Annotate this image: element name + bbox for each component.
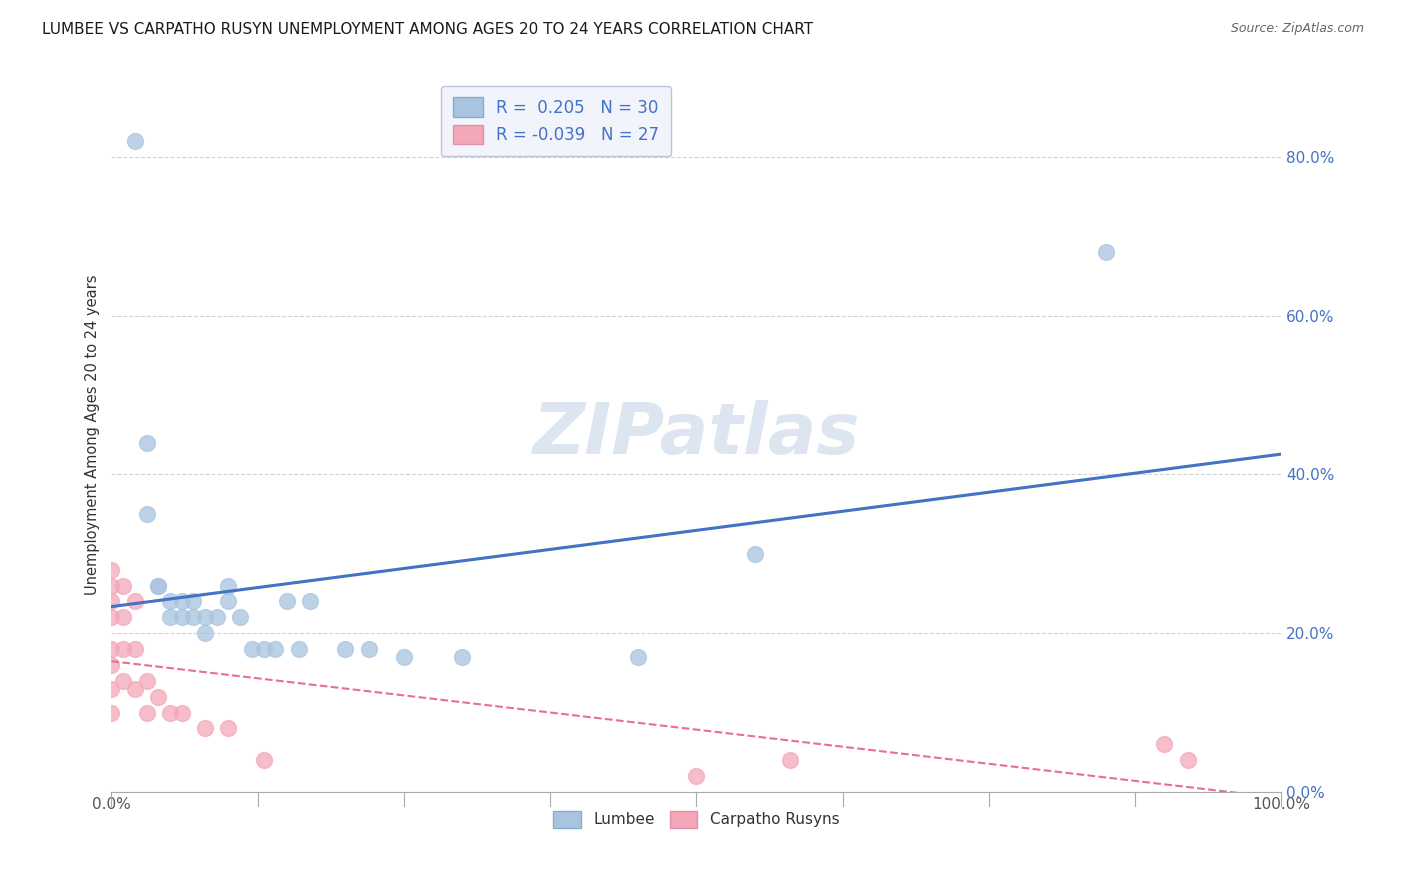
Point <box>124 642 146 657</box>
Point <box>100 657 122 672</box>
Point <box>181 594 204 608</box>
Point <box>264 642 287 657</box>
Point <box>124 681 146 696</box>
Point <box>170 610 193 624</box>
Point <box>205 610 228 624</box>
Point <box>159 706 181 720</box>
Legend: Lumbee, Carpatho Rusyns: Lumbee, Carpatho Rusyns <box>547 805 845 834</box>
Point <box>276 594 298 608</box>
Point <box>685 769 707 783</box>
Point <box>124 594 146 608</box>
Point <box>217 594 239 608</box>
Point <box>112 610 135 624</box>
Point <box>299 594 322 608</box>
Point <box>335 642 357 657</box>
Point <box>112 673 135 688</box>
Point <box>124 134 146 148</box>
Point <box>170 594 193 608</box>
Point <box>1153 737 1175 751</box>
Point <box>148 690 170 704</box>
Point <box>627 650 650 665</box>
Point <box>100 610 122 624</box>
Point <box>148 578 170 592</box>
Point <box>170 706 193 720</box>
Point <box>287 642 309 657</box>
Text: LUMBEE VS CARPATHO RUSYN UNEMPLOYMENT AMONG AGES 20 TO 24 YEARS CORRELATION CHAR: LUMBEE VS CARPATHO RUSYN UNEMPLOYMENT AM… <box>42 22 813 37</box>
Point <box>779 753 801 767</box>
Point <box>148 578 170 592</box>
Point <box>194 722 217 736</box>
Y-axis label: Unemployment Among Ages 20 to 24 years: Unemployment Among Ages 20 to 24 years <box>86 275 100 595</box>
Point <box>744 547 766 561</box>
Point <box>135 673 157 688</box>
Point <box>194 610 217 624</box>
Point <box>1177 753 1199 767</box>
Point <box>112 642 135 657</box>
Point <box>217 722 239 736</box>
Point <box>240 642 263 657</box>
Point <box>1095 245 1118 260</box>
Point <box>392 650 415 665</box>
Point <box>100 642 122 657</box>
Point <box>194 626 217 640</box>
Point <box>100 594 122 608</box>
Point <box>159 610 181 624</box>
Point <box>135 706 157 720</box>
Point <box>217 578 239 592</box>
Point <box>159 594 181 608</box>
Point <box>229 610 252 624</box>
Text: Source: ZipAtlas.com: Source: ZipAtlas.com <box>1230 22 1364 36</box>
Point <box>100 706 122 720</box>
Point <box>135 507 157 521</box>
Point <box>135 435 157 450</box>
Point <box>100 681 122 696</box>
Point <box>252 642 274 657</box>
Point <box>100 578 122 592</box>
Point <box>451 650 474 665</box>
Point <box>252 753 274 767</box>
Point <box>357 642 380 657</box>
Point <box>112 578 135 592</box>
Text: ZIPatlas: ZIPatlas <box>533 401 860 469</box>
Point <box>181 610 204 624</box>
Point <box>100 563 122 577</box>
